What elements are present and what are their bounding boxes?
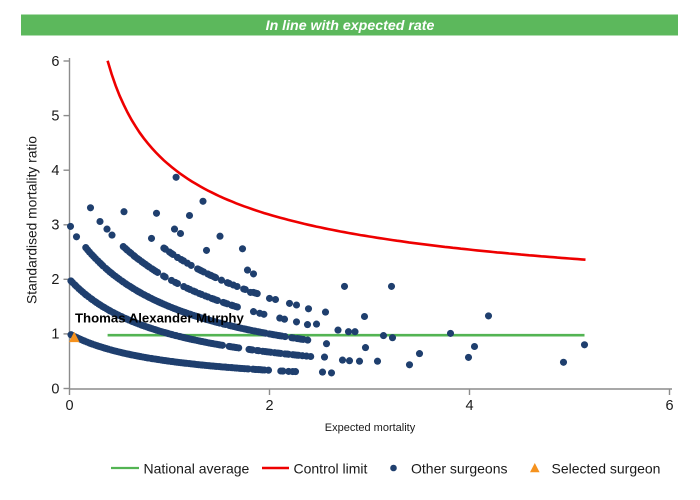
svg-text:5: 5 xyxy=(51,108,59,124)
svg-text:6: 6 xyxy=(665,398,673,414)
svg-text:Control limit: Control limit xyxy=(294,461,368,477)
svg-text:Selected surgeon: Selected surgeon xyxy=(552,461,661,477)
svg-text:6: 6 xyxy=(51,54,59,70)
svg-text:2: 2 xyxy=(51,272,59,288)
svg-text:0: 0 xyxy=(51,381,59,397)
svg-text:Standardised mortality ratio: Standardised mortality ratio xyxy=(25,136,40,304)
svg-text:Other surgeons: Other surgeons xyxy=(411,461,508,477)
svg-text:4: 4 xyxy=(51,163,59,179)
svg-text:Thomas Alexander Murphy: Thomas Alexander Murphy xyxy=(75,310,244,325)
svg-text:National average: National average xyxy=(144,461,250,477)
svg-text:Expected mortality: Expected mortality xyxy=(325,422,416,434)
svg-text:3: 3 xyxy=(51,218,59,234)
svg-text:2: 2 xyxy=(265,398,273,414)
svg-text:0: 0 xyxy=(65,398,73,414)
svg-text:In line with expected rate: In line with expected rate xyxy=(266,18,435,34)
svg-text:4: 4 xyxy=(465,398,473,414)
svg-text:1: 1 xyxy=(51,327,59,343)
